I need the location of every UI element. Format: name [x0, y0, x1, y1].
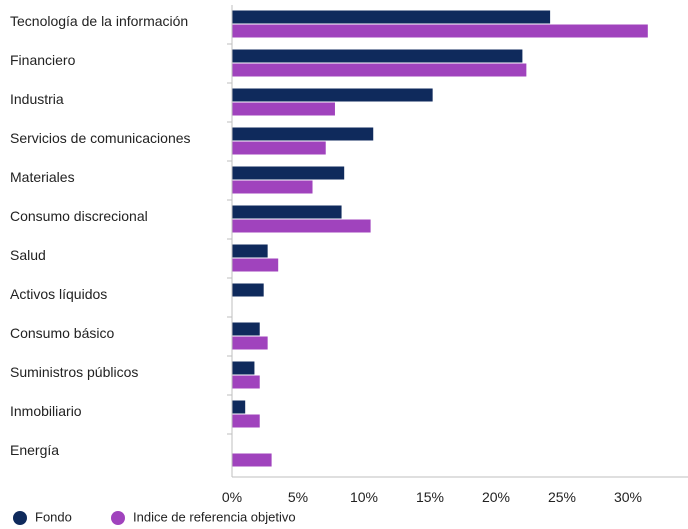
bar-fondo-0 [232, 10, 551, 24]
category-label: Energía [10, 442, 59, 458]
bar-fondo-9 [232, 361, 255, 375]
category-label: Inmobiliario [10, 403, 82, 419]
x-tick-label: 10% [350, 489, 378, 505]
bar-fondo-3 [232, 127, 374, 141]
x-tick-label: 25% [548, 489, 576, 505]
bar-indice-4 [232, 180, 313, 194]
legend-label-fondo: Fondo [35, 509, 72, 524]
bar-fondo-8 [232, 322, 260, 336]
category-label: Suministros públicos [10, 364, 138, 380]
category-label: Salud [10, 247, 46, 263]
bar-indice-1 [232, 63, 527, 77]
bar-fondo-7 [232, 283, 264, 297]
y-axis-ticks [227, 43, 232, 435]
category-label: Tecnología de la información [10, 13, 188, 29]
bar-indice-8 [232, 336, 268, 350]
bar-indice-11 [232, 453, 272, 467]
bar-fondo-1 [232, 49, 523, 63]
category-label: Servicios de comunicaciones [10, 130, 191, 146]
bar-indice-6 [232, 258, 279, 272]
bar-fondo-4 [232, 166, 345, 180]
bars-layer [232, 10, 648, 467]
bar-indice-10 [232, 414, 260, 428]
category-label: Consumo discrecional [10, 208, 148, 224]
x-axis-tick-labels: 0% 5% 10% 15% 20% 25% 30% [222, 489, 642, 505]
x-tick-label: 30% [614, 489, 642, 505]
bar-indice-3 [232, 141, 326, 155]
legend: Fondo Indice de referencia objetivo [13, 509, 296, 525]
x-tick-label: 5% [288, 489, 308, 505]
bar-fondo-5 [232, 205, 342, 219]
category-label: Consumo básico [10, 325, 114, 341]
category-label: Activos líquidos [10, 286, 107, 302]
x-tick-label: 20% [482, 489, 510, 505]
bar-fondo-6 [232, 244, 268, 258]
bar-fondo-2 [232, 88, 433, 102]
bar-indice-0 [232, 24, 648, 38]
category-label: Industria [10, 91, 64, 107]
category-labels: Tecnología de la información Financiero In… [10, 13, 191, 458]
bar-indice-2 [232, 102, 335, 116]
legend-swatch-indice [111, 511, 125, 525]
bar-fondo-10 [232, 400, 246, 414]
bar-indice-9 [232, 375, 260, 389]
category-label: Financiero [10, 52, 76, 68]
legend-label-indice: Indice de referencia objetivo [133, 509, 296, 524]
x-tick-label: 0% [222, 489, 242, 505]
bar-indice-5 [232, 219, 371, 233]
x-tick-label: 15% [416, 489, 444, 505]
legend-swatch-fondo [13, 511, 27, 525]
category-label: Materiales [10, 169, 75, 185]
